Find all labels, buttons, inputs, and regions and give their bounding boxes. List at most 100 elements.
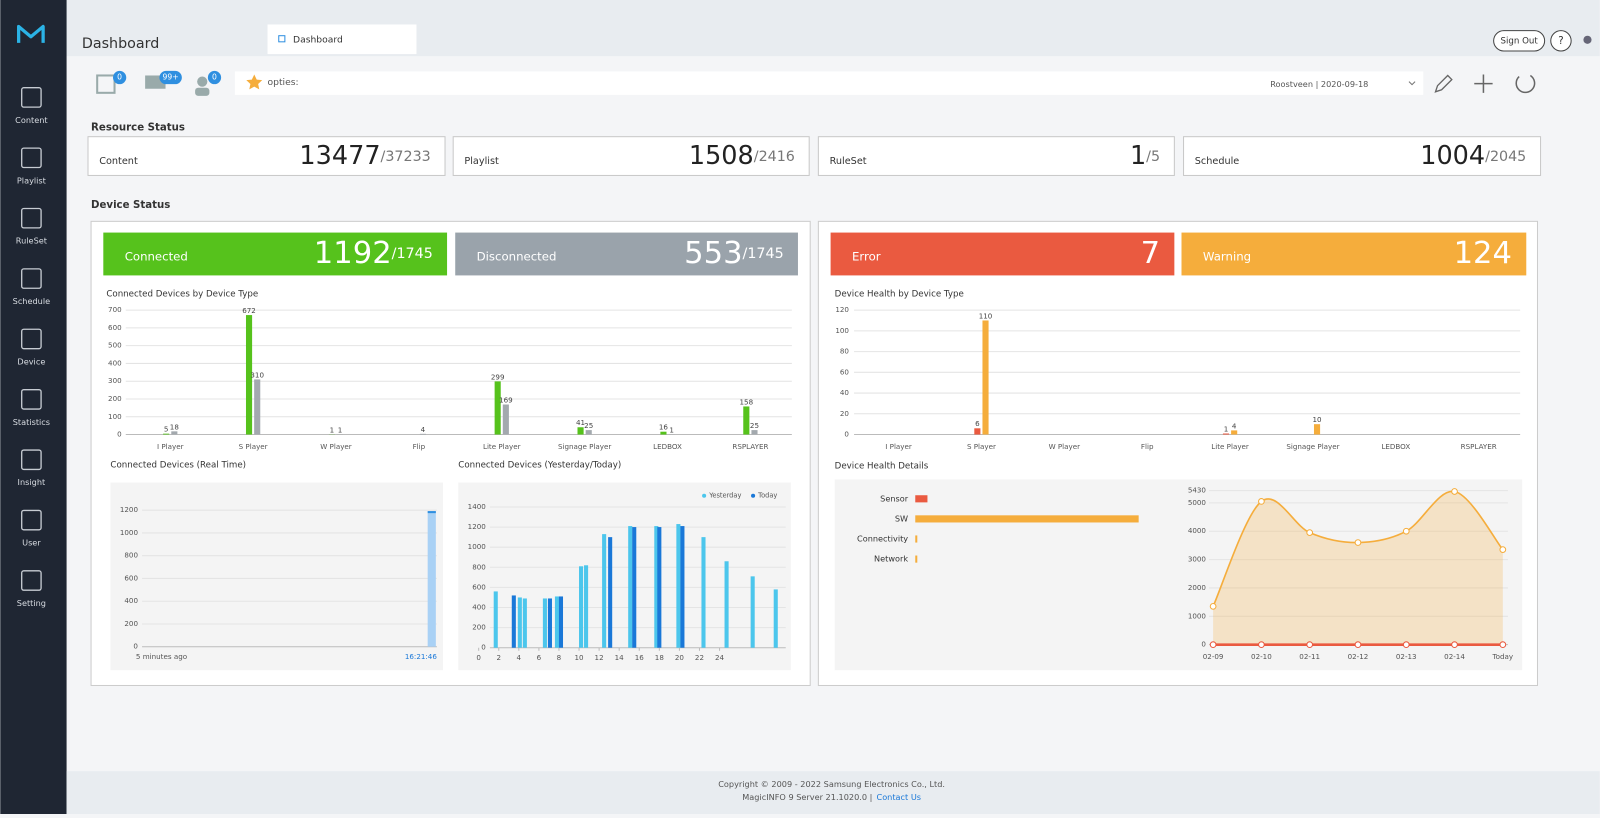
x-tick-label: 0 bbox=[476, 653, 481, 662]
resource-total: /5 bbox=[1146, 149, 1160, 165]
bar bbox=[579, 566, 583, 647]
legend-label: Today bbox=[757, 492, 777, 500]
x-tick-label: 8 bbox=[557, 653, 562, 662]
bar bbox=[1314, 424, 1320, 434]
y-tick-label: 500 bbox=[108, 341, 122, 350]
x-tick-label: 24 bbox=[715, 653, 725, 662]
x-tick-label: 02-13 bbox=[1396, 652, 1417, 661]
bar bbox=[555, 596, 559, 647]
status-label: Warning bbox=[1203, 250, 1251, 264]
status-value: 124 bbox=[1454, 235, 1512, 270]
status-value: 1192 bbox=[314, 235, 392, 270]
bar bbox=[586, 430, 592, 434]
nav-label[interactable]: Schedule bbox=[13, 296, 50, 306]
value-label: 169 bbox=[499, 395, 513, 404]
y-tick-label: 0 bbox=[481, 643, 486, 652]
value-label: 310 bbox=[250, 370, 264, 379]
x-tick-label: 2 bbox=[496, 653, 501, 662]
bar bbox=[584, 565, 588, 647]
x-tick-label: Today bbox=[1492, 652, 1514, 661]
value-label: 4 bbox=[421, 425, 426, 434]
nav-label[interactable]: User bbox=[22, 538, 41, 548]
value-label: 110 bbox=[979, 311, 993, 320]
search-bar[interactable] bbox=[235, 71, 1423, 94]
y-tick-label: 5430 bbox=[1188, 486, 1207, 495]
value-label: 16 bbox=[659, 423, 669, 432]
category-label: Connectivity bbox=[857, 533, 908, 543]
y-tick-label: 1000 bbox=[468, 542, 487, 551]
status-count: 124 bbox=[1454, 235, 1512, 270]
resource-label: Playlist bbox=[464, 156, 499, 167]
x-tick-label: 22 bbox=[695, 653, 704, 662]
user-icon-body bbox=[195, 88, 209, 96]
y-tick-label: 80 bbox=[840, 347, 850, 356]
point bbox=[1500, 547, 1506, 553]
contact-link[interactable]: Contact Us bbox=[877, 792, 922, 802]
y-tick-label: 5000 bbox=[1188, 498, 1207, 507]
group-selector[interactable]: Roostveen | 2020-09-18 bbox=[1270, 79, 1368, 89]
x-tick-label: 18 bbox=[655, 653, 665, 662]
bar bbox=[774, 589, 778, 647]
y-tick-label: 600 bbox=[108, 323, 122, 332]
x-tick-label: 6 bbox=[537, 653, 542, 662]
y-tick-label: 1000 bbox=[1188, 611, 1207, 620]
point bbox=[1452, 489, 1458, 495]
section-title: Device Status bbox=[91, 200, 170, 211]
bar bbox=[254, 379, 260, 434]
chart-panel bbox=[458, 482, 791, 670]
search-text[interactable]: opties: bbox=[268, 77, 299, 88]
badge-count: 99+ bbox=[163, 73, 179, 82]
bar bbox=[743, 406, 749, 434]
help-label[interactable]: ? bbox=[1558, 36, 1563, 47]
x-tick-label: RSPLAYER bbox=[732, 442, 768, 451]
y-tick-label: 800 bbox=[124, 551, 138, 560]
sign-out-label[interactable]: Sign Out bbox=[1500, 36, 1538, 46]
nav-label[interactable]: Device bbox=[17, 356, 45, 366]
nav-label[interactable]: Setting bbox=[17, 598, 46, 608]
nav-label[interactable]: Insight bbox=[18, 477, 46, 487]
legend-swatch bbox=[751, 494, 755, 498]
resource-card[interactable] bbox=[818, 137, 1174, 176]
status-tile[interactable] bbox=[831, 233, 1175, 276]
bar bbox=[751, 430, 757, 434]
y-tick-label: 800 bbox=[472, 562, 486, 571]
y-tick-label: 0 bbox=[133, 642, 138, 651]
bar bbox=[171, 431, 177, 434]
value-label: 25 bbox=[750, 421, 759, 430]
status-label: Error bbox=[852, 250, 881, 264]
bar bbox=[632, 527, 636, 648]
bar bbox=[915, 495, 927, 502]
nav-label[interactable]: Statistics bbox=[13, 417, 50, 427]
tab-label[interactable]: Dashboard bbox=[293, 34, 343, 45]
y-tick-label: 400 bbox=[124, 596, 138, 605]
chart-title: Connected Devices (Real Time) bbox=[110, 461, 246, 471]
bar-cap bbox=[428, 511, 436, 513]
resource-label: RuleSet bbox=[830, 156, 867, 167]
value-label: 672 bbox=[242, 306, 256, 315]
globe-icon[interactable] bbox=[1583, 36, 1591, 44]
user-icon[interactable] bbox=[197, 77, 207, 87]
x-tick-label: 02-09 bbox=[1203, 652, 1224, 661]
nav-label[interactable]: RuleSet bbox=[16, 236, 47, 246]
point bbox=[1403, 528, 1409, 534]
bar bbox=[523, 598, 527, 647]
y-tick-label: 100 bbox=[108, 412, 122, 421]
point bbox=[1307, 642, 1313, 648]
point bbox=[1307, 530, 1313, 536]
nav-label[interactable]: Playlist bbox=[17, 175, 46, 185]
x-tick-label: LEDBOX bbox=[1381, 442, 1410, 451]
copyright: Copyright © 2009 - 2022 Samsung Electron… bbox=[718, 779, 945, 789]
status-total: /1745 bbox=[743, 246, 784, 262]
nav-label[interactable]: Content bbox=[15, 115, 47, 125]
y-tick-label: 0 bbox=[844, 430, 849, 439]
x-tick-label: Flip bbox=[1141, 442, 1154, 451]
bar bbox=[428, 511, 436, 647]
point bbox=[1355, 642, 1361, 648]
x-tick-label: 16 bbox=[635, 653, 645, 662]
x-tick-label: 02-11 bbox=[1299, 652, 1320, 661]
status-count: 7 bbox=[1141, 235, 1160, 270]
x-tick-label: RSPLAYER bbox=[1461, 442, 1497, 451]
y-tick-label: 700 bbox=[108, 305, 122, 314]
status-total: /1745 bbox=[392, 246, 433, 262]
category-label: Sensor bbox=[880, 493, 909, 503]
